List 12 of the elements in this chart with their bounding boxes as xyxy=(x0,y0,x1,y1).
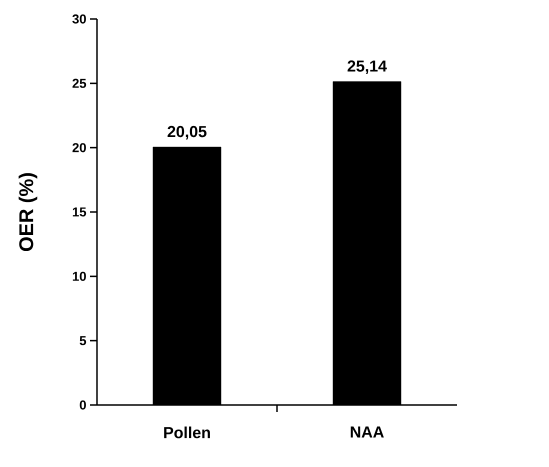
y-tick-label: 0 xyxy=(80,400,86,410)
y-axis-title: OER (%) xyxy=(18,173,38,252)
y-tick-label: 30 xyxy=(72,14,86,24)
x-tick-label: Pollen xyxy=(164,426,210,438)
data-label: 25,14 xyxy=(348,60,387,74)
y-tick-label: 15 xyxy=(72,207,86,217)
data-label: 20,05 xyxy=(168,126,206,140)
y-tick-label: 10 xyxy=(72,272,86,281)
y-tick-label: 5 xyxy=(80,336,86,346)
x-tick-label: NAA xyxy=(350,426,384,438)
y-tick-label: 20 xyxy=(72,143,86,152)
y-tick-label: 25 xyxy=(72,78,86,88)
